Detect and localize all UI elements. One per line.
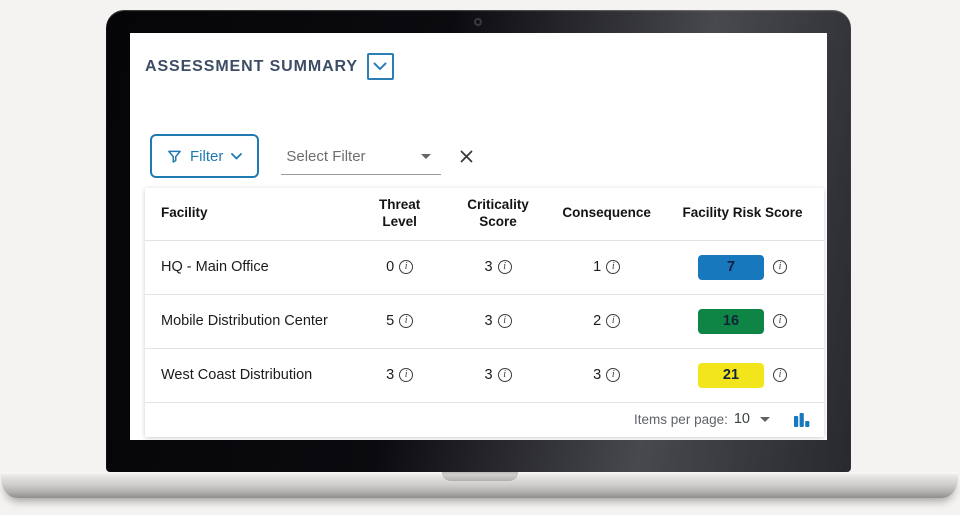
facility-cell: Mobile Distribution Center xyxy=(145,294,356,349)
column-header-facility: Facility xyxy=(145,188,356,241)
summary-collapse-button[interactable] xyxy=(366,53,394,80)
table-header-row: Facility Threat Level Criticality Score … xyxy=(145,188,824,241)
info-icon[interactable]: i xyxy=(399,260,414,275)
laptop-screen-frame: ASSESSMENT SUMMARY Filter xyxy=(106,10,851,472)
column-header-consequence: Consequence xyxy=(552,188,661,241)
page-title: ASSESSMENT SUMMARY xyxy=(145,57,358,75)
info-icon[interactable]: i xyxy=(773,314,787,329)
assessment-table-card: Facility Threat Level Criticality Score … xyxy=(145,188,824,437)
filter-funnel-icon xyxy=(167,149,182,164)
laptop-base xyxy=(1,472,958,498)
info-icon[interactable]: i xyxy=(773,260,787,275)
chevron-down-icon xyxy=(421,154,432,159)
chevron-down-icon xyxy=(760,416,770,422)
bar-chart-icon xyxy=(792,410,811,429)
column-header-threat-level: Threat Level xyxy=(355,188,444,241)
chevron-down-icon xyxy=(373,62,387,71)
table-footer: Items per page: 10 xyxy=(145,401,824,437)
select-filter-placeholder: Select Filter xyxy=(286,148,366,165)
facility-cell: HQ - Main Office xyxy=(145,240,356,295)
page-header: ASSESSMENT SUMMARY xyxy=(145,53,394,80)
facility-risk-score-cell: 21 i xyxy=(661,348,824,403)
info-icon[interactable]: i xyxy=(497,260,512,275)
facility-risk-score-cell: 16 i xyxy=(661,294,824,349)
info-icon[interactable]: i xyxy=(497,314,512,329)
info-icon[interactable]: i xyxy=(399,314,414,329)
filter-button[interactable]: Filter xyxy=(150,134,260,178)
items-per-page-select[interactable]: Items per page: 10 xyxy=(634,411,770,427)
items-per-page-label: Items per page: xyxy=(634,411,728,427)
info-icon[interactable]: i xyxy=(606,368,621,383)
clear-filter-button[interactable] xyxy=(457,147,476,166)
webcam-icon xyxy=(474,18,482,26)
info-icon[interactable]: i xyxy=(773,368,787,383)
select-filter-dropdown[interactable]: Select Filter xyxy=(281,145,442,175)
facility-cell: West Coast Distribution xyxy=(145,348,356,403)
info-icon[interactable]: i xyxy=(399,368,414,383)
chart-view-button[interactable] xyxy=(792,410,811,429)
assessment-table: Facility Threat Level Criticality Score … xyxy=(145,188,824,403)
screen: ASSESSMENT SUMMARY Filter xyxy=(130,33,827,440)
column-header-facility-risk-score: Facility Risk Score xyxy=(661,188,824,241)
info-icon[interactable]: i xyxy=(497,368,512,383)
chevron-down-icon xyxy=(231,152,243,160)
laptop-base-notch xyxy=(441,472,518,481)
filter-button-label: Filter xyxy=(190,147,224,165)
info-icon[interactable]: i xyxy=(606,314,621,329)
close-icon xyxy=(459,149,474,164)
risk-score-badge: 21 xyxy=(698,362,764,388)
filter-toolbar: Filter Select Filter xyxy=(150,134,476,178)
risk-score-badge: 7 xyxy=(698,254,764,280)
column-header-criticality-score: Criticality Score xyxy=(443,188,553,241)
info-icon[interactable]: i xyxy=(606,260,621,275)
risk-score-badge: 16 xyxy=(698,308,764,334)
items-per-page-value: 10 xyxy=(733,411,750,427)
